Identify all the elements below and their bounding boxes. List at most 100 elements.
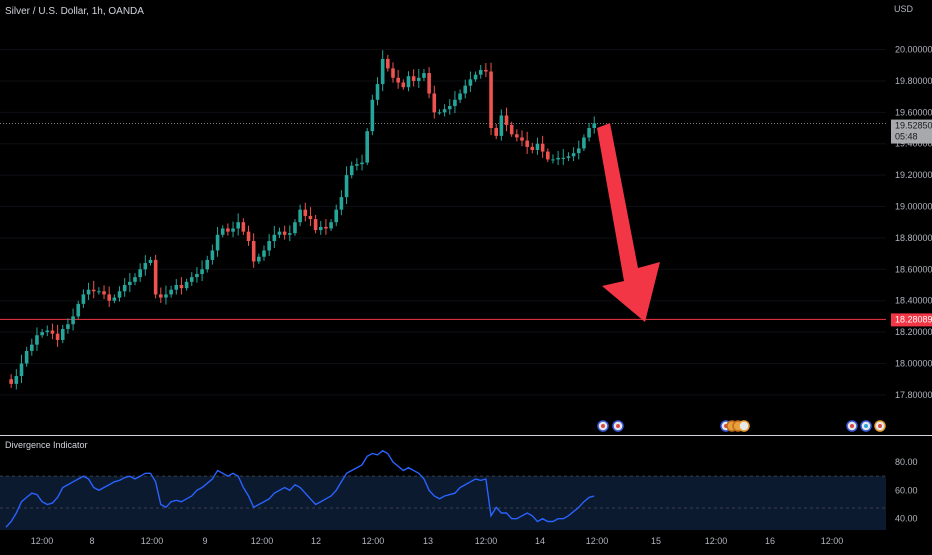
candle-up	[195, 274, 199, 278]
flag-icon	[864, 424, 868, 428]
candle-up	[478, 69, 483, 75]
time-tick-label: 12:00	[362, 536, 385, 546]
indicator-line	[5, 449, 595, 528]
candle-up	[30, 344, 34, 351]
candle-up	[318, 226, 323, 231]
candle-up	[422, 73, 426, 78]
candle-down	[427, 73, 431, 94]
time-tick-label: 12:00	[475, 536, 498, 546]
candle-up	[148, 259, 153, 264]
last-price-tag: 19.52850 05:48	[891, 119, 932, 144]
time-tick-label: 13	[423, 536, 433, 546]
candle-down	[303, 209, 308, 216]
candle-up	[380, 58, 385, 85]
candle-down	[515, 134, 519, 138]
flag-icon	[850, 424, 854, 428]
candle-up	[582, 137, 586, 149]
candle-up	[551, 159, 555, 161]
candle-up	[138, 269, 142, 278]
symbol-title: Silver / U.S. Dollar, 1h, OANDA	[5, 6, 144, 17]
candle-down	[396, 77, 400, 83]
flag-icon	[601, 424, 605, 428]
candle-up	[236, 222, 240, 229]
time-tick-label: 12:00	[821, 536, 844, 546]
candle-down	[159, 294, 163, 298]
candle-up	[40, 332, 44, 336]
currency-label: USD	[894, 4, 914, 14]
candle-down	[226, 228, 230, 232]
candle-down	[484, 69, 488, 72]
candle-up	[417, 77, 421, 81]
candle-down	[432, 93, 437, 113]
time-tick-label: 12:00	[586, 536, 609, 546]
candle-down	[386, 58, 390, 69]
candlestick-series	[9, 50, 597, 390]
candle-up	[453, 99, 457, 107]
price-tick-label: 20.00000	[895, 45, 932, 55]
calendar-event-icon[interactable]	[738, 420, 750, 432]
candle-up	[60, 328, 65, 340]
candle-up	[164, 294, 168, 298]
price-tick-label: 18.80000	[895, 233, 932, 243]
indicator-title: Divergence Indicator	[5, 440, 88, 450]
candle-up	[189, 277, 194, 282]
candle-down	[153, 259, 158, 295]
candle-up	[442, 109, 447, 113]
price-tick-label: 18.60000	[895, 264, 932, 274]
candle-up	[267, 241, 271, 251]
candle-down	[494, 128, 498, 136]
candle-down	[9, 379, 13, 384]
price-tick-label: 18.20000	[895, 327, 932, 337]
candle-up	[231, 228, 235, 232]
candle-up	[288, 233, 292, 235]
candle-up	[473, 74, 478, 80]
candle-up	[447, 106, 452, 110]
price-tick-label: 18.40000	[895, 296, 932, 306]
candle-up	[35, 335, 39, 345]
economic-events[interactable]	[597, 420, 886, 432]
candle-up	[375, 84, 380, 100]
indicator-axis[interactable]: 80.00 60.00 40.00	[895, 457, 918, 524]
time-tick-label: 16	[765, 536, 775, 546]
candle-up	[365, 131, 369, 163]
time-axis[interactable]: 12:00 8 12:00 9 12:00 12 12:00 13 12:00 14 12:00 15…	[31, 536, 844, 546]
price-axis[interactable]: 20.00000 19.80000 19.60000 19.40000 19.20000…	[895, 45, 932, 400]
time-tick-label: 12	[311, 536, 321, 546]
candle-down	[50, 330, 55, 334]
down-arrow-drawing[interactable]	[597, 123, 660, 322]
candle-down	[525, 140, 529, 147]
candle-down	[55, 333, 60, 340]
time-tick-label: 12:00	[705, 536, 728, 546]
candle-up	[128, 281, 132, 286]
candle-down	[530, 146, 535, 151]
time-tick-label: 12:00	[141, 536, 164, 546]
candle-up	[406, 76, 411, 88]
candle-up	[592, 123, 597, 129]
price-grid	[0, 49, 886, 396]
candle-up	[571, 153, 576, 157]
candle-up	[277, 231, 282, 235]
candle-up	[200, 269, 204, 275]
candle-up	[556, 157, 560, 160]
candle-up	[370, 99, 375, 132]
candle-up	[81, 294, 86, 304]
candle-up	[499, 115, 504, 136]
candle-up	[458, 93, 462, 100]
candle-up	[535, 143, 540, 151]
time-tick-label: 8	[89, 536, 94, 546]
candle-up	[122, 285, 127, 292]
price-tick-label: 19.00000	[895, 202, 932, 212]
candle-up	[298, 209, 302, 223]
candle-up	[97, 291, 101, 293]
candle-down	[489, 71, 493, 129]
level-price-tag-bg	[891, 313, 932, 327]
candle-up	[349, 165, 354, 176]
candle-up	[344, 175, 349, 198]
candle-down	[391, 68, 395, 78]
candle-up	[71, 316, 75, 325]
candle-up	[437, 112, 442, 114]
indicator-tick-label: 80.00	[895, 457, 918, 467]
candle-down	[308, 215, 313, 220]
